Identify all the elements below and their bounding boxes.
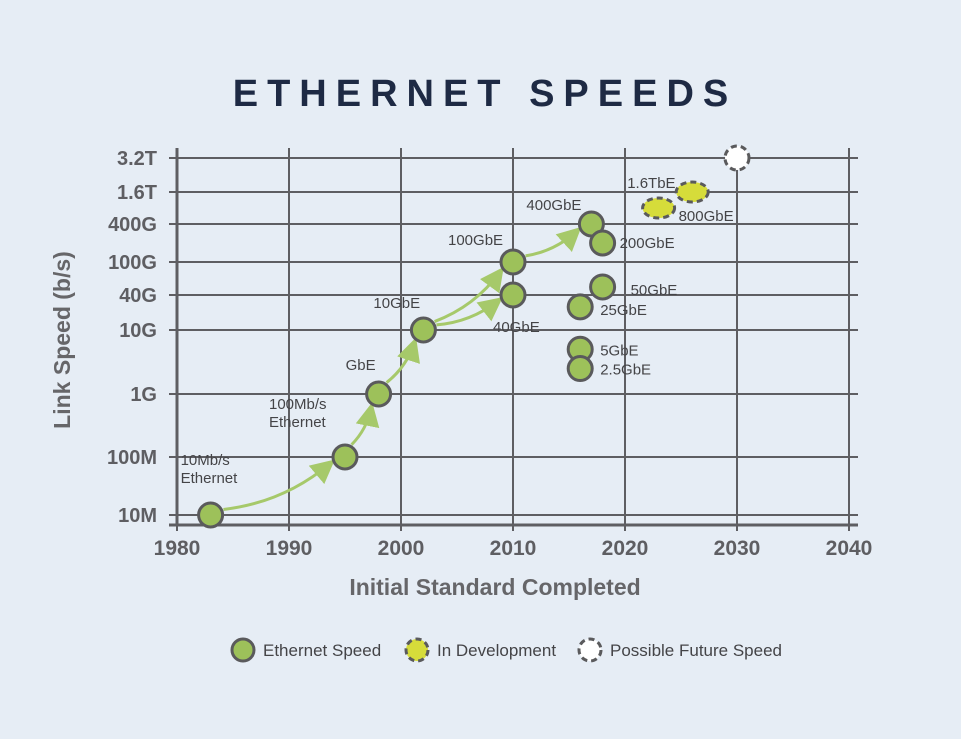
progression-arrow xyxy=(434,266,504,323)
point-label: 40GbE xyxy=(493,319,540,336)
legend-swatch xyxy=(230,637,256,663)
y-tick-label: 100G xyxy=(108,252,157,274)
ethernet-speed-point xyxy=(197,501,225,529)
point-label: 5GbE xyxy=(600,342,638,359)
y-axis-label: Link Speed (b/s) xyxy=(49,251,75,429)
ethernet-speed-point xyxy=(589,273,617,301)
point-label: 50GbE xyxy=(631,282,678,299)
legend-swatch xyxy=(577,637,603,663)
progression-arrow xyxy=(525,226,582,258)
ethernet-speed-point xyxy=(499,248,527,276)
point-label: 1.6TbE xyxy=(627,175,675,192)
progression-arrow xyxy=(223,459,335,511)
x-axis-label: Initial Standard Completed xyxy=(349,574,640,600)
point-label: 400GbE xyxy=(526,197,581,214)
point-label: 800GbE xyxy=(679,208,734,225)
ethernet-speed-point xyxy=(365,380,393,408)
legend: Ethernet Speed In Development Possible Fut… xyxy=(230,637,782,663)
x-tick-label: 1990 xyxy=(266,537,313,560)
legend-entry: Ethernet Speed xyxy=(263,641,381,660)
in-development-point xyxy=(641,196,677,220)
point-label: 2.5GbE xyxy=(600,362,651,379)
x-tick-label: 2030 xyxy=(714,537,761,560)
x-tick-label: 2020 xyxy=(602,537,649,560)
y-tick-label: 3.2T xyxy=(117,148,157,170)
chart-title: ETHERNET SPEEDS xyxy=(233,73,738,115)
ethernet-speed-point xyxy=(409,316,437,344)
point-label: 100GbE xyxy=(448,232,503,249)
progression-arrow xyxy=(436,297,503,327)
y-tick-label: 100M xyxy=(107,447,157,469)
legend-swatch xyxy=(404,637,430,663)
y-tick-label: 10M xyxy=(118,505,157,527)
ethernet-speed-point xyxy=(566,293,594,321)
ethernet-speed-point xyxy=(566,355,594,383)
y-tick-label: 40G xyxy=(119,285,157,307)
y-tick-label: 400G xyxy=(108,214,157,236)
y-tick-label: 10G xyxy=(119,320,157,342)
x-tick-label: 2040 xyxy=(826,537,873,560)
legend-entry: In Development xyxy=(437,641,556,660)
ethernet-speed-point xyxy=(589,229,617,257)
point-label: 200GbE xyxy=(620,235,675,252)
y-tick-label: 1G xyxy=(130,384,157,406)
point-label: 100Mb/s Ethernet xyxy=(269,396,327,431)
point-label: 10Mb/s Ethernet xyxy=(181,452,239,487)
progression-arrow xyxy=(385,337,420,384)
point-label: 25GbE xyxy=(600,302,647,319)
legend-entry: Possible Future Speed xyxy=(610,641,782,660)
y-tick-label: 1.6T xyxy=(117,182,157,204)
x-tick-label: 2010 xyxy=(490,537,537,560)
ethernet-speed-point xyxy=(331,443,359,471)
x-tick-label: 1980 xyxy=(154,537,201,560)
point-label: 10GbE xyxy=(373,295,420,312)
future-speed-point xyxy=(723,144,751,172)
in-development-point xyxy=(674,180,710,204)
point-label: GbE xyxy=(346,357,376,374)
progression-arrow xyxy=(350,402,380,446)
ethernet-speed-point xyxy=(499,281,527,309)
x-tick-label: 2000 xyxy=(378,537,425,560)
